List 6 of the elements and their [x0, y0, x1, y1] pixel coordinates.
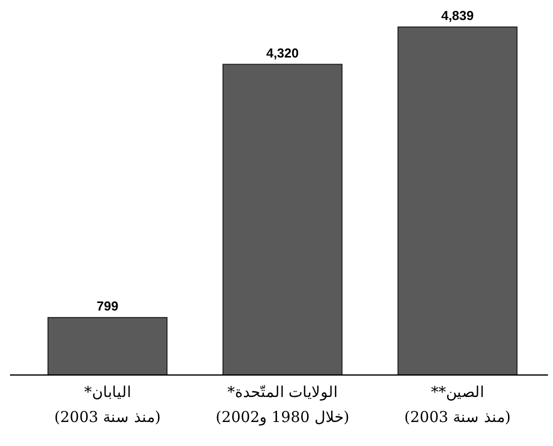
- data-label: 4,839: [441, 8, 474, 23]
- data-label: 4,320: [266, 45, 299, 60]
- data-label: 799: [96, 298, 118, 314]
- x-tick-label: الولايات المتّحدة* (خلال 1980 و2002): [216, 383, 350, 426]
- x-tick-label: اليابان* (منذ سنة 2003): [54, 383, 161, 426]
- x-tick-label: الصين** (منذ سنة 2003): [404, 383, 511, 426]
